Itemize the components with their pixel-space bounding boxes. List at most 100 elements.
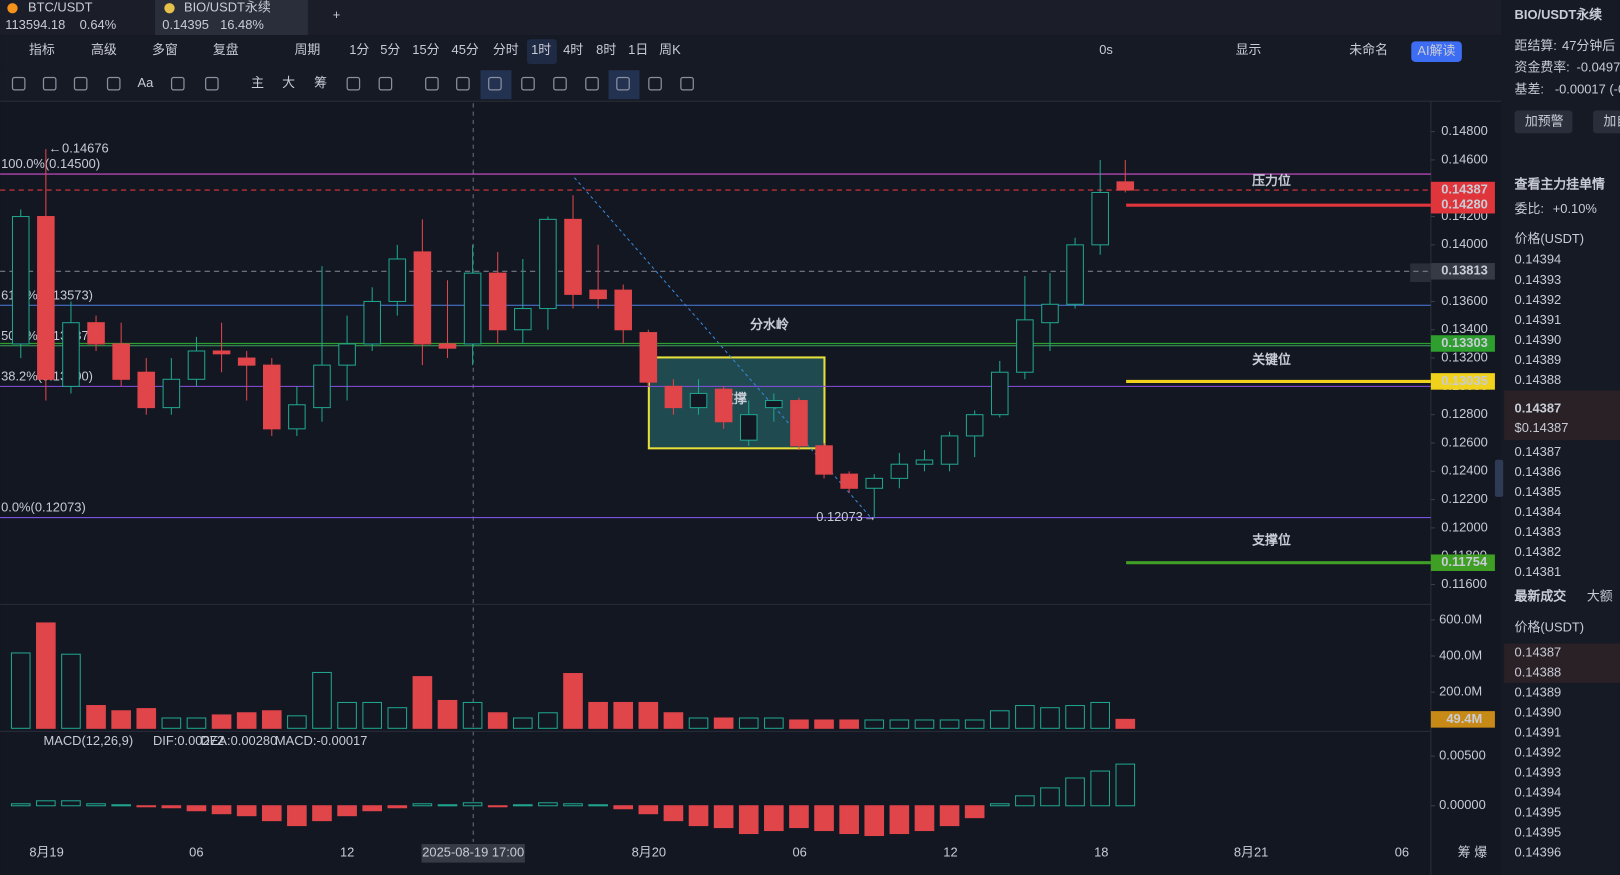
macd-bar [186, 805, 207, 812]
candle-body [1041, 303, 1059, 324]
toolbar-right[interactable]: 未命名 [1349, 42, 1388, 57]
tool-icon[interactable] [488, 76, 502, 91]
tab-change: 0.64% [80, 17, 117, 32]
toolbar-item[interactable]: 45分 [452, 42, 479, 57]
toolbar-right[interactable]: 0s [1099, 42, 1113, 57]
tool-icon[interactable] [346, 76, 361, 91]
macd-bar [1040, 787, 1060, 807]
active-tab[interactable] [155, 0, 308, 36]
tab-symbol[interactable]: BTC/USDT [28, 0, 93, 15]
tool-icon[interactable] [456, 76, 470, 91]
volume-bar [1065, 705, 1085, 729]
macd-bar [437, 804, 458, 807]
y-tick-label: 400.0M [1439, 647, 1482, 662]
toolbar-item[interactable]: 5分 [380, 42, 400, 57]
candle-body [187, 350, 206, 380]
y-tick-label: 0.00000 [1439, 797, 1486, 812]
macd-bar [512, 804, 533, 807]
tool-icon[interactable] [425, 76, 439, 91]
draw-tool[interactable]: 主 [251, 75, 264, 90]
candle-body [689, 392, 708, 409]
toolbar-item[interactable]: 复盘 [213, 42, 239, 57]
toolbar-item[interactable]: 高级 [91, 42, 117, 57]
side-button[interactable] [1593, 110, 1620, 134]
active-period[interactable] [526, 39, 557, 65]
candle-body [614, 289, 633, 331]
candle-body [112, 343, 130, 380]
macd-bar [387, 805, 408, 809]
tool-icon[interactable] [680, 76, 694, 91]
draw-tool[interactable]: 大 [282, 75, 295, 90]
tab-symbol[interactable]: BIO/USDT永续 [184, 0, 271, 15]
tool-active [608, 70, 640, 100]
candle-body [915, 459, 934, 465]
tool-icon[interactable] [205, 76, 219, 91]
side-button-label[interactable]: 加预警 [1525, 113, 1564, 128]
tool-icon[interactable] [42, 76, 57, 91]
toolbar-item[interactable]: 周K [659, 42, 681, 57]
x-tick-label: 18 [1094, 845, 1108, 860]
toolbar-item[interactable]: 1日 [628, 42, 648, 57]
trade-price: 0.14387 [1515, 644, 1562, 659]
bid-price: 0.14384 [1515, 504, 1562, 519]
toolbar-right[interactable]: 显示 [1236, 42, 1262, 57]
ai-button[interactable] [1411, 41, 1462, 62]
side-label: 距结算: [1515, 38, 1557, 53]
toolbar-item[interactable]: 分时 [493, 42, 519, 57]
tool-icon[interactable] [648, 76, 662, 91]
candle-body [37, 216, 55, 380]
toolbar-item[interactable]: 多窗 [152, 42, 178, 57]
toolbar-item[interactable]: 1分 [349, 42, 369, 57]
add-tab[interactable]: + [333, 7, 341, 22]
macd-bar [814, 805, 834, 832]
tool-icon[interactable] [170, 76, 185, 91]
tool-icon[interactable] [378, 76, 393, 91]
tool-icon[interactable] [553, 76, 567, 91]
macd-bar [261, 805, 282, 822]
toolbar-item[interactable]: 4时 [563, 42, 583, 57]
volume-bar [839, 719, 859, 729]
trade-price: 0.14394 [1515, 785, 1562, 800]
toolbar-item[interactable]: 15分 [412, 42, 439, 57]
candle-body [664, 385, 683, 409]
candle-body [413, 251, 432, 345]
toolbar-item[interactable]: 周期 [295, 42, 321, 57]
macd-bar [287, 805, 307, 827]
candle-body [87, 322, 105, 345]
macd-bar [839, 805, 859, 835]
volume-bar [663, 712, 684, 729]
tool-icon[interactable] [11, 76, 26, 91]
trades-tab[interactable]: 最新成交 [1515, 589, 1567, 604]
level-label: 0.13813 [1441, 263, 1488, 278]
y-tick-label: 0.13200 [1441, 349, 1488, 364]
collapse-handle[interactable] [1494, 459, 1504, 497]
tool-icon[interactable] [521, 76, 535, 91]
tool-icon[interactable] [585, 76, 599, 91]
volume-bar [1115, 718, 1136, 729]
side-button-label[interactable]: 加自 [1603, 113, 1620, 128]
tool-icon[interactable] [106, 76, 121, 91]
tool-icon[interactable] [73, 76, 88, 91]
trades-tab[interactable]: 大额 [1587, 589, 1613, 604]
candle-body [514, 308, 532, 331]
crosshair-plus[interactable] [1410, 263, 1431, 283]
toolbar-item[interactable]: 1时 [531, 42, 551, 57]
x-tick-label: 8月21 [1234, 845, 1268, 860]
bio-icon [164, 3, 175, 14]
toolbar-right[interactable]: AI解读 [1417, 43, 1455, 58]
tool-icon[interactable] [616, 76, 630, 91]
toolbar-item[interactable]: 8时 [596, 42, 616, 57]
volume-bar [387, 707, 408, 729]
side-button[interactable] [1514, 110, 1573, 134]
y-tick-label: 0.13600 [1441, 293, 1488, 308]
toolbar-item[interactable]: 指标 [29, 42, 55, 57]
level-label: 0.11754 [1441, 554, 1488, 569]
draw-tool[interactable]: Aa [137, 75, 154, 90]
volume-bar [462, 701, 483, 729]
macd-bar [939, 805, 960, 827]
y-tick-label: 0.14800 [1441, 123, 1488, 138]
level-tag [1430, 181, 1495, 199]
draw-tool[interactable]: 筹 [314, 75, 327, 90]
volume-bar [989, 710, 1010, 729]
volume-bar [764, 717, 784, 729]
